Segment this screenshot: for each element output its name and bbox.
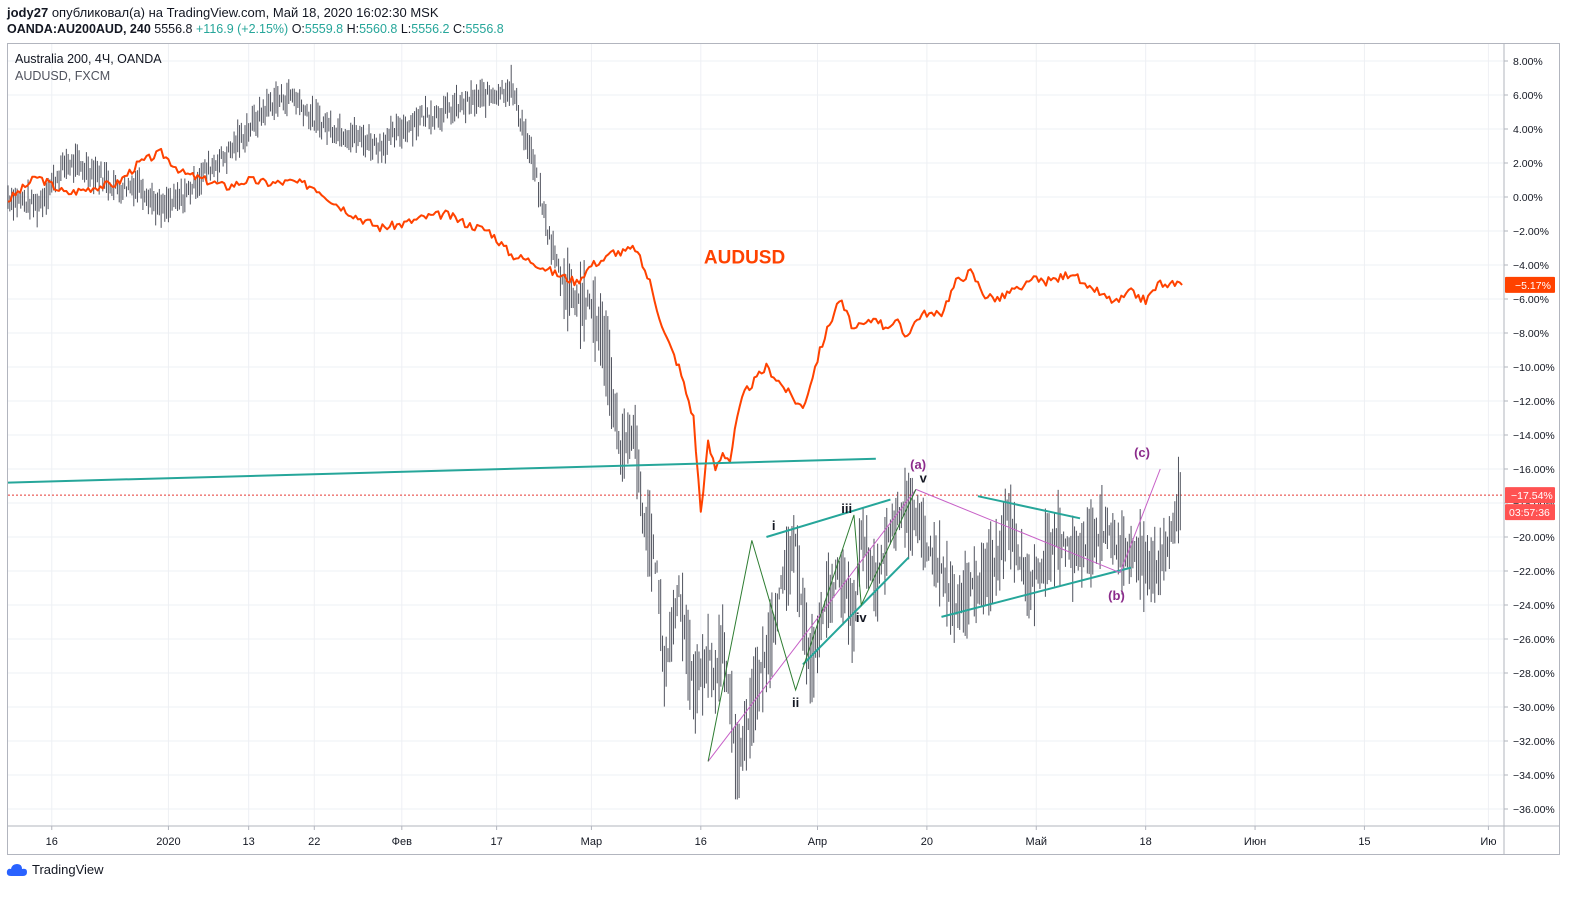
username[interactable]: jody27 [7, 5, 49, 20]
last-value-badge-audusd [1505, 276, 1555, 293]
last-value-label-main: −17.54% [1511, 490, 1553, 502]
legend-main-series[interactable]: Australia 200, 4Ч, OANDA [15, 52, 162, 66]
x-tick-label: 15 [1358, 836, 1370, 848]
low-value: 5556.2 [411, 22, 450, 36]
y-tick-label: −30.00% [1513, 702, 1555, 714]
wave-line [1119, 468, 1161, 573]
y-tick-label: −16.00% [1513, 464, 1555, 476]
x-tick-label: 16 [695, 836, 707, 848]
y-tick-label: −10.00% [1513, 362, 1555, 374]
y-tick-label: 4.00% [1513, 124, 1543, 136]
wave-label: v [920, 471, 928, 486]
wave-label: (b) [1108, 588, 1125, 603]
tradingview-logo[interactable]: TradingView [6, 862, 104, 877]
x-tick-label: Апр [808, 836, 827, 848]
trend-line [802, 556, 910, 666]
chart-frame [7, 43, 1560, 855]
y-tick-label: −2.00% [1513, 226, 1549, 238]
countdown-timer: 03:57:36 [1509, 507, 1550, 519]
open-label: O: [291, 22, 305, 36]
close-value: 5556.8 [465, 22, 504, 36]
y-tick-label: −6.00% [1513, 294, 1549, 306]
grid-lines [8, 44, 1503, 826]
trend-line [941, 566, 1132, 618]
x-tick-label: 17 [490, 836, 502, 848]
y-tick-label: 6.00% [1513, 90, 1543, 102]
wave-label: ii [792, 695, 799, 710]
y-tick-label: −36.00% [1513, 804, 1555, 816]
impulse-wave-path [707, 489, 917, 762]
symbol-quote: OANDA:AU200AUD, 240 5556.8 +116.9 (+2.15… [7, 21, 504, 38]
x-tick-label: 13 [243, 836, 255, 848]
y-tick-label: 8.00% [1513, 56, 1543, 68]
y-tick-label: 2.00% [1513, 158, 1543, 170]
y-tick-label: −24.00% [1513, 600, 1555, 612]
trend-line [766, 498, 891, 538]
tradingview-cloud-icon [6, 863, 27, 876]
publish-header: jody27 опубликовал(а) на TradingView.com… [7, 4, 439, 21]
trend-line [7, 457, 876, 484]
y-tick-label: −20.00% [1513, 532, 1555, 544]
high-label: H: [346, 22, 360, 36]
wave-label: (c) [1134, 445, 1150, 460]
wave-label: (a) [910, 457, 926, 472]
x-tick-label: Июн [1244, 836, 1266, 848]
wave-label: AUDUSD [704, 247, 785, 268]
x-tick-label: 16 [46, 836, 58, 848]
x-tick-label: 18 [1140, 836, 1152, 848]
y-tick-label: −26.00% [1513, 634, 1555, 646]
last-price: 5556.8 [154, 22, 193, 36]
audusd-line [7, 147, 1183, 513]
y-tick-label: 0.00% [1513, 192, 1543, 204]
tradingview-brand: TradingView [32, 862, 104, 877]
trend-line [977, 495, 1081, 520]
x-tick-label: 20 [921, 836, 933, 848]
wave-label: i [772, 518, 776, 533]
last-value-label-audusd: −5.17% [1515, 280, 1551, 292]
last-value-badge-main [1505, 487, 1555, 504]
x-tick-label: Ию [1480, 836, 1496, 848]
wave-label: iv [856, 610, 868, 625]
low-label: L: [400, 22, 412, 36]
y-tick-label: −28.00% [1513, 668, 1555, 680]
y-tick-label: −22.00% [1513, 566, 1555, 578]
y-tick-label: −34.00% [1513, 770, 1555, 782]
countdown-badge [1505, 504, 1555, 521]
close-label: C: [452, 22, 466, 36]
x-tick-label: Май [1025, 836, 1047, 848]
legend-compare-series[interactable]: AUDUSD, FXCM [15, 69, 111, 83]
symbol-name: OANDA:AU200AUD, 240 [7, 22, 151, 36]
y-tick-label: −32.00% [1513, 736, 1555, 748]
x-tick-label: Мар [581, 836, 603, 848]
wave-line [707, 489, 917, 762]
x-tick-label: 2020 [156, 836, 180, 848]
y-tick-label: −8.00% [1513, 328, 1549, 340]
open-value: 5559.8 [304, 22, 344, 36]
y-tick-label: −4.00% [1513, 260, 1549, 272]
high-value: 5560.8 [359, 22, 398, 36]
wave-line [915, 488, 1121, 574]
x-tick-label: 22 [308, 836, 320, 848]
y-tick-label: −14.00% [1513, 430, 1555, 442]
wave-label: iii [841, 501, 852, 516]
x-tick-label: Фев [392, 836, 412, 848]
publish-info: опубликовал(а) на TradingView.com, Май 1… [51, 5, 439, 20]
y-tick-label: −12.00% [1513, 396, 1555, 408]
price-change: +116.9 (+2.15%) [196, 22, 289, 36]
